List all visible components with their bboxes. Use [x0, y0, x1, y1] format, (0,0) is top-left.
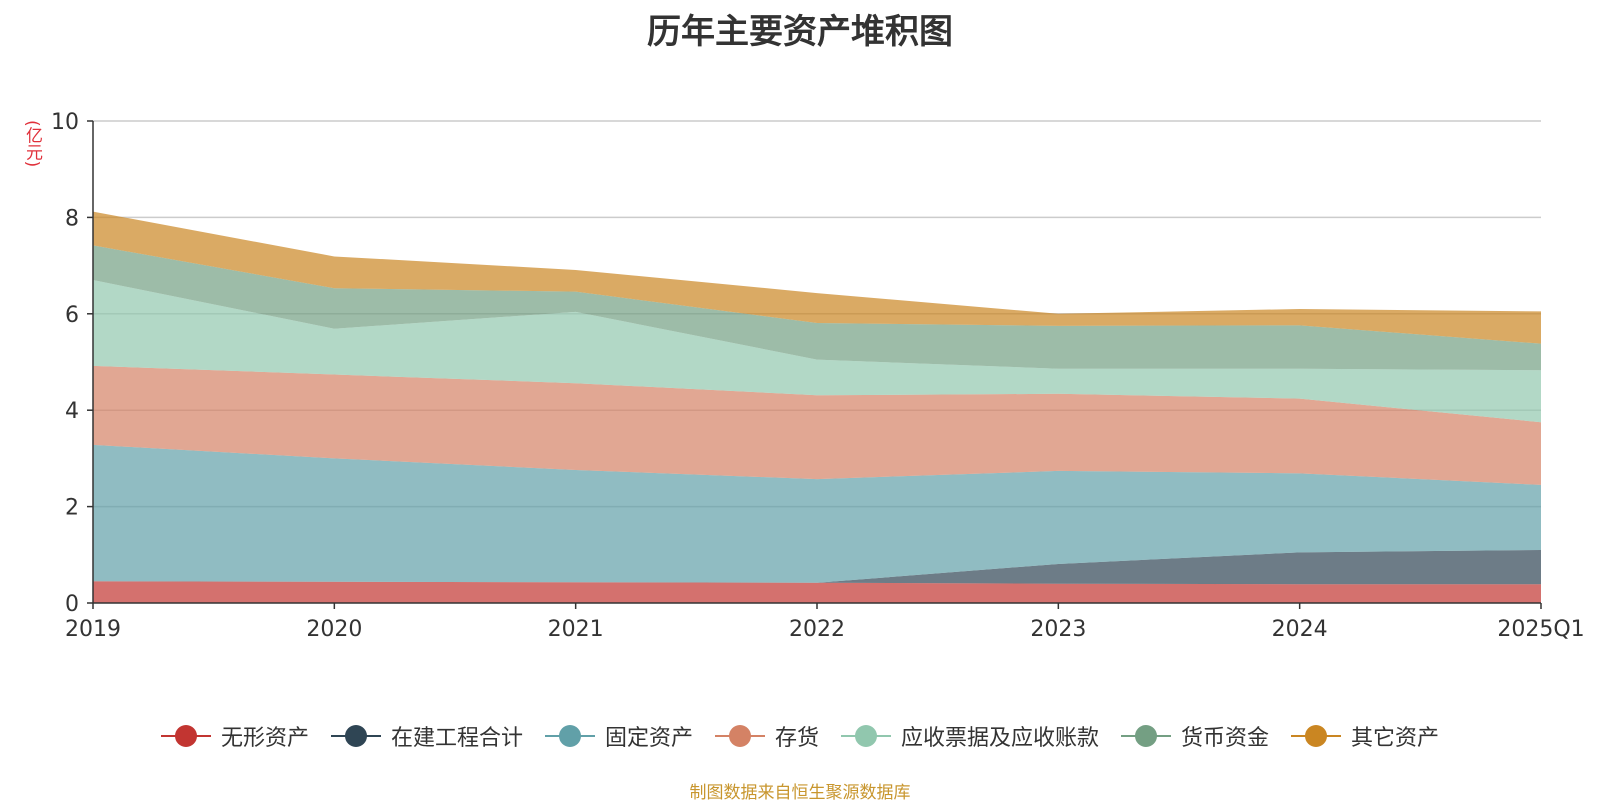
- legend-marker-icon: [841, 724, 891, 748]
- y-tick-label-0: 0: [65, 592, 79, 617]
- x-tick-label-6: 2025Q1: [1497, 617, 1584, 642]
- legend-label: 存货: [774, 726, 819, 751]
- legend-label: 在建工程合计: [390, 726, 523, 751]
- legend-label: 应收票据及应收账款: [901, 726, 1100, 751]
- y-tick-label-10: 10: [51, 110, 79, 135]
- legend-item-4[interactable]: 应收票据及应收账款: [841, 720, 1099, 752]
- y-tick-label-4: 4: [65, 399, 79, 424]
- area-series-2: [93, 444, 1541, 583]
- legend-label: 其它资产: [1351, 726, 1440, 751]
- area-series-3: [93, 365, 1541, 485]
- area-series-1: [93, 549, 1541, 585]
- legend-item-3[interactable]: 存货: [714, 720, 819, 752]
- legend-marker-icon: [1291, 724, 1342, 748]
- legend-item-1[interactable]: 在建工程合计: [330, 720, 523, 752]
- source-note: 制图数据来自恒生聚源数据库: [689, 783, 911, 803]
- x-tick-label-1: 2020: [306, 617, 362, 642]
- x-tick-label-5: 2024: [1272, 617, 1328, 642]
- y-tick-label-2: 2: [65, 496, 79, 521]
- y-tick-label-6: 6: [65, 303, 79, 328]
- legend-marker-icon: [160, 724, 211, 748]
- stacked-area-chart: 0 2 4 6 8 10 2019 2020 2021 2022 2023 2024 2025Q1: [51, 110, 1585, 642]
- area-series-6: [93, 211, 1541, 344]
- legend-label: 无形资产: [220, 726, 309, 751]
- legend-label: 货币资金: [1181, 726, 1270, 751]
- y-axis-unit-label: (亿元): [22, 120, 42, 168]
- chart-legend: 无形资产 在建工程合计 固定资产 存货 应收票据及应收账款 货币资金 其它资产: [0, 720, 1600, 752]
- y-tick-label-8: 8: [65, 206, 79, 231]
- x-tick-label-2: 2021: [548, 617, 604, 642]
- area-series-0: [93, 581, 1541, 603]
- x-tick-label-3: 2022: [789, 617, 845, 642]
- legend-item-6[interactable]: 其它资产: [1291, 720, 1439, 752]
- legend-marker-icon: [330, 724, 381, 748]
- area-series-4: [93, 280, 1541, 423]
- x-tick-label-0: 2019: [65, 617, 121, 642]
- legend-item-5[interactable]: 货币资金: [1121, 720, 1269, 752]
- area-series-5: [93, 245, 1541, 371]
- legend-label: 固定资产: [604, 726, 693, 751]
- legend-marker-icon: [714, 724, 765, 748]
- x-tick-label-4: 2023: [1030, 617, 1086, 642]
- legend-item-2[interactable]: 固定资产: [544, 720, 693, 752]
- chart-title: 历年主要资产堆积图: [647, 12, 953, 52]
- legend-marker-icon: [1121, 724, 1172, 748]
- legend-marker-icon: [544, 724, 595, 748]
- legend-item-0[interactable]: 无形资产: [160, 720, 309, 752]
